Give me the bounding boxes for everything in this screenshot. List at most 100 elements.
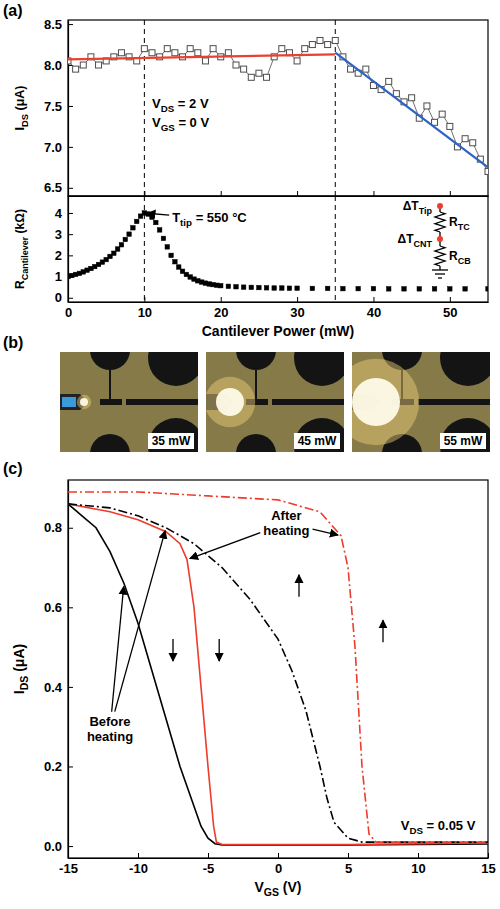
y-axis: 6.57.07.58.08.5 [44,17,73,197]
reference-line [335,196,336,302]
photo-label-box [440,433,486,449]
gap [122,399,126,405]
marker [447,123,453,129]
text-part: = [192,210,204,225]
tick: 50 [443,297,457,320]
marker [402,287,407,292]
tick: 6.5 [44,180,73,195]
marker [386,78,392,84]
glow-halo [206,377,255,427]
marker [462,136,468,142]
text-part: R [13,280,27,289]
x-axis: -15-10-5051015 [59,853,496,876]
y-axis: 0.00.20.40.60.8 [44,481,73,859]
text-part: ΔT [403,199,420,213]
contact-pad [236,352,276,370]
tick-label: 0 [275,861,282,876]
reference-line [335,20,336,196]
tick-label: 4 [55,206,63,221]
text-part: ΔT [398,232,415,246]
marker [226,284,231,289]
photo-label-box [148,433,194,449]
tick: 0.0 [44,839,73,854]
tick-mark [297,297,298,302]
marker [187,46,193,52]
tick: 8.5 [44,17,73,32]
text-part: T [172,210,180,225]
tick-label: 40 [367,305,381,320]
plot-frame [68,196,488,302]
marker [241,66,247,72]
tick-label: 0.0 [44,839,62,854]
y-axis-title: IDS (μA) [11,644,30,694]
sweep-arrow [219,639,220,661]
subscript: TC [458,222,470,232]
marker [210,46,216,52]
tick-label: 2 [55,248,62,263]
subscript: DS [409,825,423,836]
text-part: °C [229,210,248,225]
marker [154,220,159,225]
tick: 3 [55,227,73,242]
tick: -10 [129,853,148,876]
series-line [68,504,488,842]
marker [149,50,155,56]
plot-area [68,492,488,845]
tick-mark [68,607,73,608]
contact-pad [148,418,198,452]
ground [438,277,442,278]
tick: 30 [290,297,304,320]
inset-circuit: ΔTTipΔTCNTRTCRCB [398,199,472,278]
panel: 6.57.07.58.08.5IDS (μA)VDS = 2 VVGS = 0 … [13,17,491,197]
tick-label: 10 [138,305,152,320]
tick-label: 20 [214,305,228,320]
tick-mark [208,853,209,858]
series-line [335,53,488,168]
plot-frame [68,20,488,196]
annotation-arrow [190,533,260,559]
tick: 7.0 [44,140,73,155]
tick-label: 8.5 [44,17,62,32]
marker [264,286,269,291]
tick: 2 [55,248,73,263]
tick-label: 0 [55,290,62,305]
subscript: GS [161,122,176,133]
series-line [68,40,488,171]
tick: 4 [55,206,73,221]
panel: -15-10-50510150.00.20.40.60.8VGS (V)IDS … [11,480,496,898]
marker [280,286,285,291]
subscript: tip [180,217,192,228]
text-part: V [152,96,161,111]
marker [470,140,476,146]
subscript: CB [458,256,471,266]
marker [302,46,308,52]
tick-label: 0.4 [44,680,63,695]
x-axis-title: Cantilever Power (mW) [202,323,355,339]
marker [325,42,331,48]
annotation-arrow [112,586,124,711]
marker [123,237,128,242]
electrode [100,399,198,405]
marker [257,285,262,290]
contact-pad [440,418,490,452]
text-part: V [197,115,210,130]
series-line [68,504,488,845]
subscript: CNT [414,239,433,249]
tick-mark [348,853,349,858]
text-part: 550 [203,210,228,225]
resistor-label: RCB [449,249,471,266]
tick-mark [138,853,139,858]
node-dot [437,203,443,209]
glow-halo [352,359,419,445]
marker [279,46,285,52]
tick-mark [221,297,222,302]
marker [127,232,132,237]
electrode [246,399,344,405]
tick-mark [68,766,73,767]
text-part: R [449,249,458,263]
tick-mark [68,687,73,688]
tick: -5 [203,853,215,876]
tick-mark [278,853,279,858]
annotation: VGS = 0 V [152,115,209,133]
photo-label: 45 mW [298,434,337,448]
